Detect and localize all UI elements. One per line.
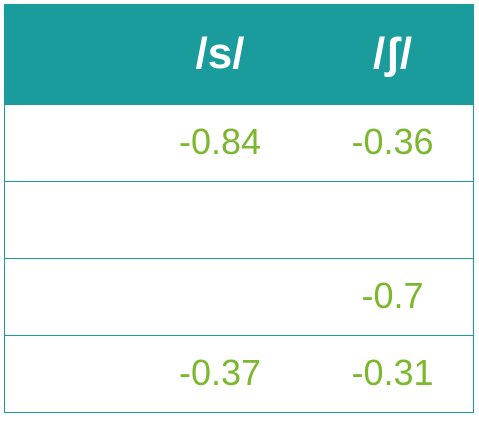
table-cell: -0.36 — [351, 121, 434, 162]
table-row: -0.37 -0.31 — [5, 335, 473, 412]
table-cell — [335, 182, 450, 259]
table-row: -0.7 — [5, 258, 473, 335]
table-cell — [160, 182, 280, 259]
table-row: -0.84 -0.36 — [5, 104, 473, 181]
table-cell — [160, 259, 280, 336]
table-header: /s/ /ʃ/ — [5, 4, 473, 104]
table-cell: -0.84 — [178, 121, 262, 162]
table-cell: -0.37 — [178, 352, 262, 393]
table-cell: -0.7 — [361, 275, 424, 316]
data-table: /s/ /ʃ/ -0.84 -0.36 -0.7 -0.37 -0.31 — [4, 4, 474, 413]
header-sh: /ʃ/ — [372, 29, 413, 78]
header-s: /s/ — [195, 29, 245, 78]
table-row — [5, 181, 473, 258]
table-cell: -0.31 — [351, 352, 434, 393]
